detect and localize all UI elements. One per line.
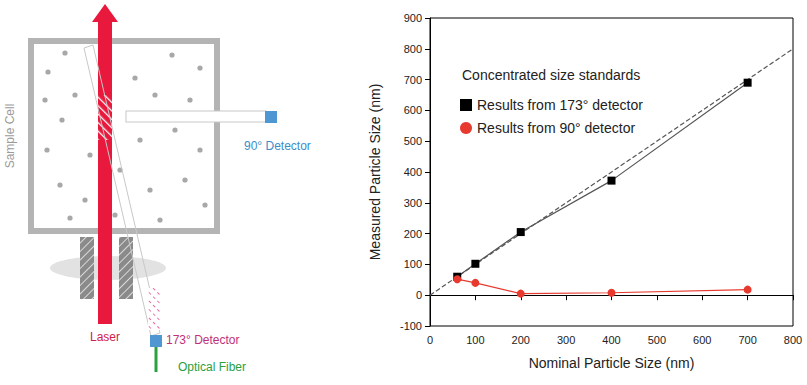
svg-text:500: 500 [404,135,422,147]
svg-text:Laser: Laser [90,330,120,344]
svg-text:600: 600 [404,104,422,116]
svg-text:500: 500 [648,334,666,346]
svg-text:Sample Cell: Sample Cell [3,104,17,169]
svg-text:400: 400 [602,334,620,346]
svg-text:100: 100 [466,334,484,346]
svg-text:700: 700 [404,74,422,86]
svg-text:Results from 90° detector: Results from 90° detector [477,120,635,136]
svg-text:100: 100 [404,258,422,270]
svg-text:Nominal Particle Size (nm): Nominal Particle Size (nm) [529,355,695,371]
svg-text:900: 900 [404,12,422,24]
svg-text:400: 400 [404,166,422,178]
svg-text:0: 0 [427,334,433,346]
svg-text:173° Detector: 173° Detector [166,333,240,347]
svg-text:700: 700 [738,334,756,346]
svg-text:-100: -100 [400,320,422,332]
svg-text:800: 800 [404,43,422,55]
svg-text:200: 200 [512,334,530,346]
svg-text:Optical Fiber: Optical Fiber [178,360,246,374]
svg-text:300: 300 [557,334,575,346]
svg-text:200: 200 [404,228,422,240]
svg-text:800: 800 [784,334,802,346]
svg-text:Concentrated size standards: Concentrated size standards [462,67,640,83]
svg-text:600: 600 [693,334,711,346]
svg-text:Measured Particle Size (nm): Measured Particle Size (nm) [367,84,383,261]
svg-text:Results from 173° detector: Results from 173° detector [477,97,643,113]
svg-text:0: 0 [416,289,422,301]
svg-text:300: 300 [404,197,422,209]
svg-text:90° Detector: 90° Detector [244,139,311,153]
